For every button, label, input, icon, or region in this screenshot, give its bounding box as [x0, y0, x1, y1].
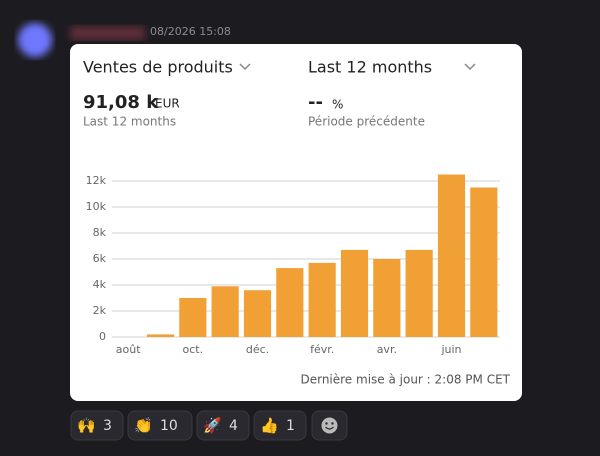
bar — [276, 268, 304, 337]
bar — [211, 286, 239, 337]
title-chevron[interactable] — [239, 63, 251, 71]
reaction-pill[interactable] — [127, 410, 193, 441]
smiley-eye — [325, 422, 328, 425]
avatar[interactable] — [18, 23, 52, 57]
reaction-count: 4 — [229, 418, 238, 434]
bar — [437, 174, 466, 337]
reaction-pill[interactable] — [70, 410, 124, 441]
card-footer: Dernière mise à jour : 2:08 PM CET — [300, 373, 510, 387]
y-tick-label: 4k — [93, 278, 107, 291]
bar — [179, 298, 207, 337]
y-tick-label: 10k — [86, 200, 107, 213]
y-tick-label: 0 — [99, 330, 106, 343]
x-tick-label: avr. — [377, 343, 397, 356]
smiley-mouth — [325, 426, 334, 430]
reaction-count: 10 — [160, 418, 178, 434]
bar — [470, 187, 498, 337]
period-chevron[interactable] — [464, 63, 476, 71]
metric-caption: Last 12 months — [83, 115, 176, 129]
reaction-pill[interactable] — [196, 410, 250, 441]
bar — [146, 334, 175, 337]
reaction-count: 1 — [286, 418, 295, 434]
card-title[interactable]: Ventes de produits — [83, 58, 233, 77]
smiley-eye — [331, 422, 334, 425]
sender-name-blurred — [70, 26, 145, 40]
y-tick-label: 8k — [93, 226, 107, 239]
period-select[interactable]: Last 12 months — [308, 58, 432, 77]
reaction-count: 3 — [103, 418, 112, 434]
bar — [405, 249, 433, 337]
bar — [308, 262, 336, 337]
metric-value: 91,08 k — [83, 92, 159, 113]
comparison-caption: Période précédente — [308, 115, 425, 129]
x-tick-label: févr. — [310, 343, 334, 356]
reaction-pill[interactable] — [253, 410, 307, 441]
reaction-emoji: 👍 — [260, 417, 279, 435]
bar — [340, 249, 369, 337]
reaction-emoji: 🚀 — [203, 417, 222, 435]
x-tick-label: déc. — [246, 343, 269, 356]
x-tick-label: oct. — [183, 343, 204, 356]
x-tick-label: juin — [440, 343, 461, 356]
x-tick-label: août — [116, 343, 141, 356]
timestamp: 08/2026 15:08 — [150, 25, 231, 38]
chart: 0 2k 4k 6k 8k 10k 12k août oct. déc. févr. avr. juin — [86, 174, 500, 356]
reactions: 🙌 3 👏 10 🚀 4 👍 1 — [70, 410, 307, 441]
add-reaction[interactable] — [311, 410, 348, 441]
reaction-emoji: 👏 — [134, 417, 153, 435]
bar — [373, 259, 401, 337]
metric-unit: EUR — [155, 97, 180, 111]
y-tick-label: 6k — [93, 252, 107, 265]
comparison-unit: % — [332, 98, 343, 112]
comparison-value: -- — [308, 92, 323, 113]
y-tick-label: 2k — [93, 304, 107, 317]
reaction-emoji: 🙌 — [77, 417, 96, 435]
bar — [243, 290, 272, 337]
smiley-face — [321, 417, 338, 434]
y-tick-label: 12k — [86, 174, 107, 187]
